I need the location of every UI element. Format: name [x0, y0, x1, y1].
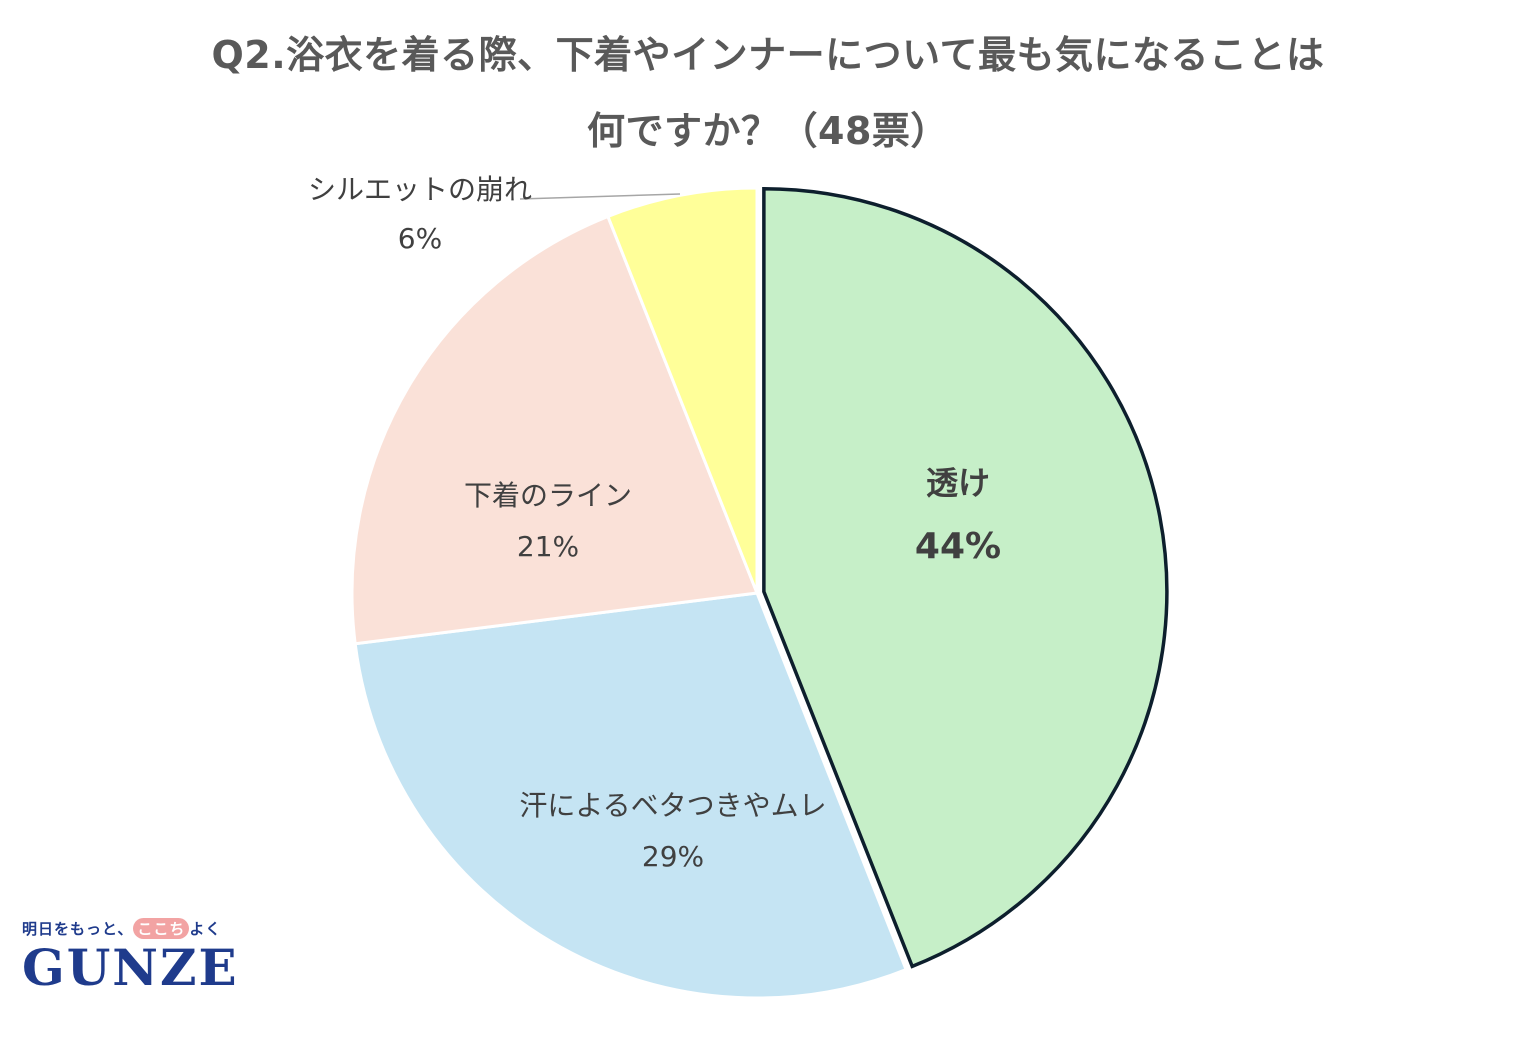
pie-slice-0: [762, 186, 1169, 969]
slice-labels: 透け 44% 汗によるベタつきやムレ 29% 下着のライン 21% シルエットの崩れ 6%: [308, 173, 1001, 873]
pie-slice-2: [350, 214, 760, 646]
pie-slices: [350, 186, 1169, 1000]
leader-line: [519, 193, 681, 200]
slice-label-3: シルエットの崩れ: [308, 173, 532, 206]
slice-label-0: 透け: [926, 464, 990, 502]
logo-tagline: 明日をもっと、 ここち よく: [22, 918, 222, 939]
slice-value-2: 21%: [517, 530, 579, 563]
slice-value-1: 29%: [642, 840, 704, 873]
gunze-logo: 明日をもっと、 ここち よく GUNZE: [22, 918, 239, 997]
pie-slice-1: [353, 591, 909, 1000]
slice-value-0: 44%: [915, 526, 1001, 567]
slice-label-1: 汗によるベタつきやムレ: [519, 789, 826, 822]
chart-title-line-2: 何ですか？（48票）: [587, 109, 949, 153]
slice-value-3: 6%: [398, 222, 442, 255]
logo-brand: GUNZE: [22, 938, 239, 997]
chart-title-line-1: Q2.浴衣を着る際、下着やインナーについて最も気になることは: [211, 33, 1325, 77]
slice-label-2: 下着のライン: [464, 479, 632, 512]
pie-slice-3: [605, 186, 759, 594]
